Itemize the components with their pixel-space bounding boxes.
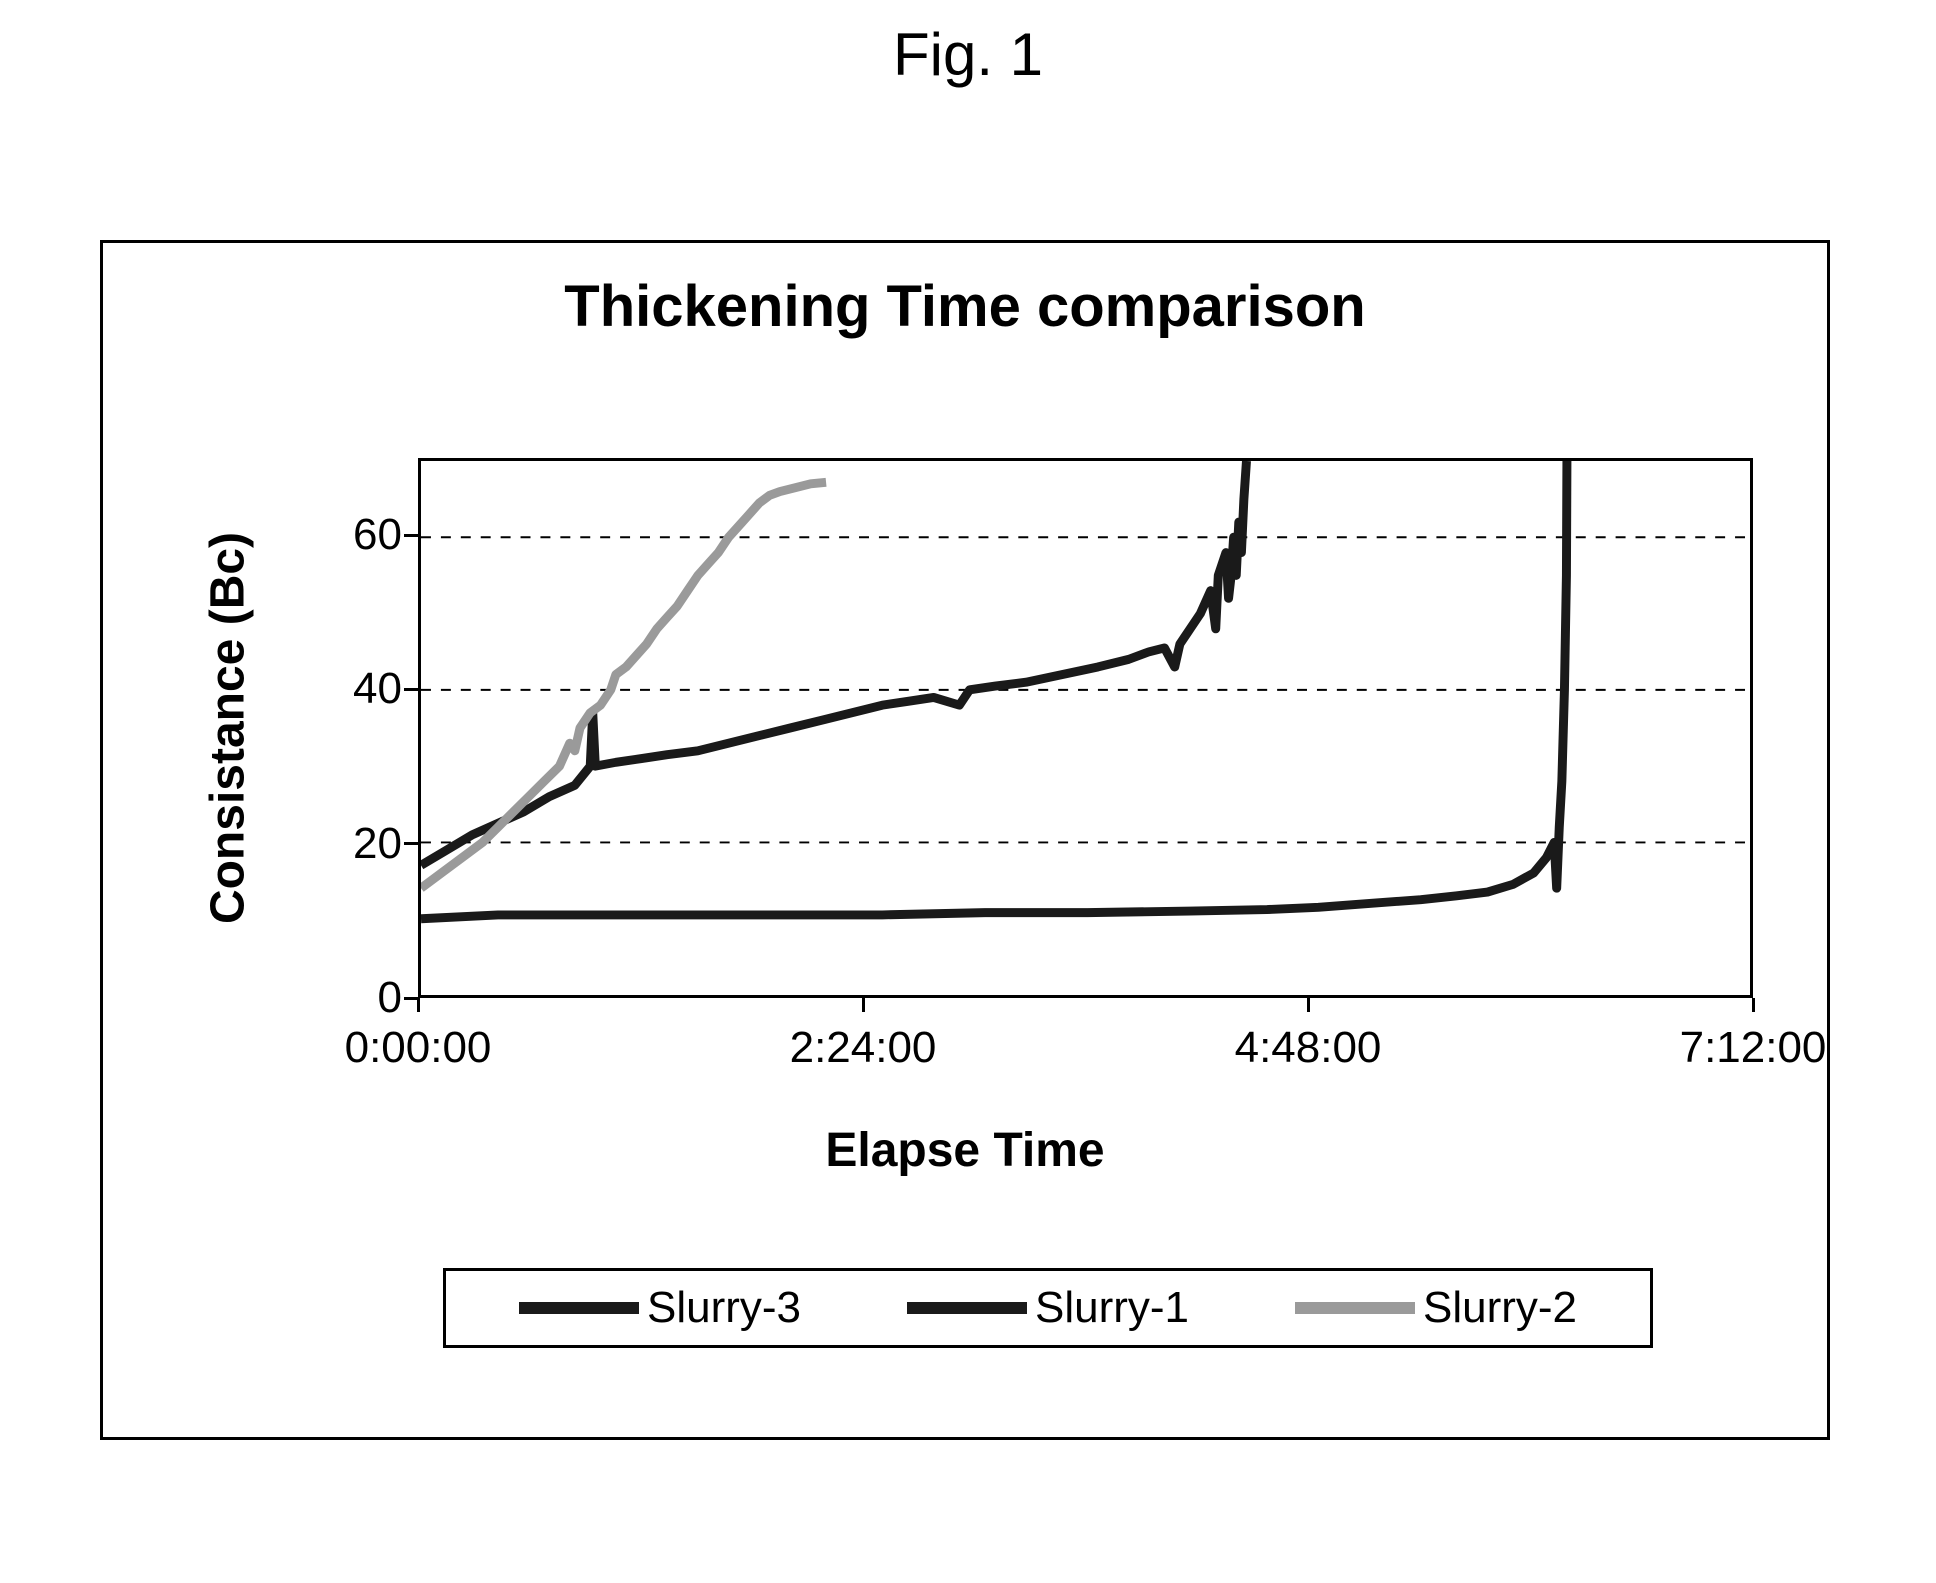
x-axis-label: Elapse Time bbox=[825, 1123, 1104, 1178]
plot-svg bbox=[421, 461, 1750, 995]
gridlines bbox=[421, 537, 1750, 842]
legend-label: Slurry-3 bbox=[647, 1283, 801, 1333]
y-tick: 20 bbox=[353, 819, 402, 869]
legend-swatch bbox=[519, 1302, 639, 1314]
legend-label: Slurry-1 bbox=[1035, 1283, 1189, 1333]
chart-title: Thickening Time comparison bbox=[564, 273, 1365, 340]
figure-label: Fig. 1 bbox=[893, 20, 1043, 89]
legend-item: Slurry-2 bbox=[1295, 1283, 1577, 1333]
series-Slurry-1 bbox=[421, 461, 1246, 865]
series-group bbox=[421, 461, 1567, 919]
x-tick: 0:00:00 bbox=[345, 1023, 492, 1073]
x-tick: 2:24:00 bbox=[790, 1023, 937, 1073]
y-tick: 0 bbox=[378, 973, 402, 1023]
y-axis-label: Consistance (Bc) bbox=[201, 532, 256, 924]
legend-item: Slurry-1 bbox=[907, 1283, 1189, 1333]
chart-container: Thickening Time comparison Consistance (… bbox=[100, 240, 1830, 1440]
x-tick: 4:48:00 bbox=[1235, 1023, 1382, 1073]
y-tick: 60 bbox=[353, 510, 402, 560]
legend-label: Slurry-2 bbox=[1423, 1283, 1577, 1333]
legend-item: Slurry-3 bbox=[519, 1283, 801, 1333]
legend-swatch bbox=[1295, 1302, 1415, 1314]
plot-area bbox=[418, 458, 1753, 998]
legend: Slurry-3 Slurry-1 Slurry-2 bbox=[443, 1268, 1653, 1348]
legend-swatch bbox=[907, 1302, 1027, 1314]
y-tick: 40 bbox=[353, 664, 402, 714]
x-tick: 7:12:00 bbox=[1680, 1023, 1827, 1073]
